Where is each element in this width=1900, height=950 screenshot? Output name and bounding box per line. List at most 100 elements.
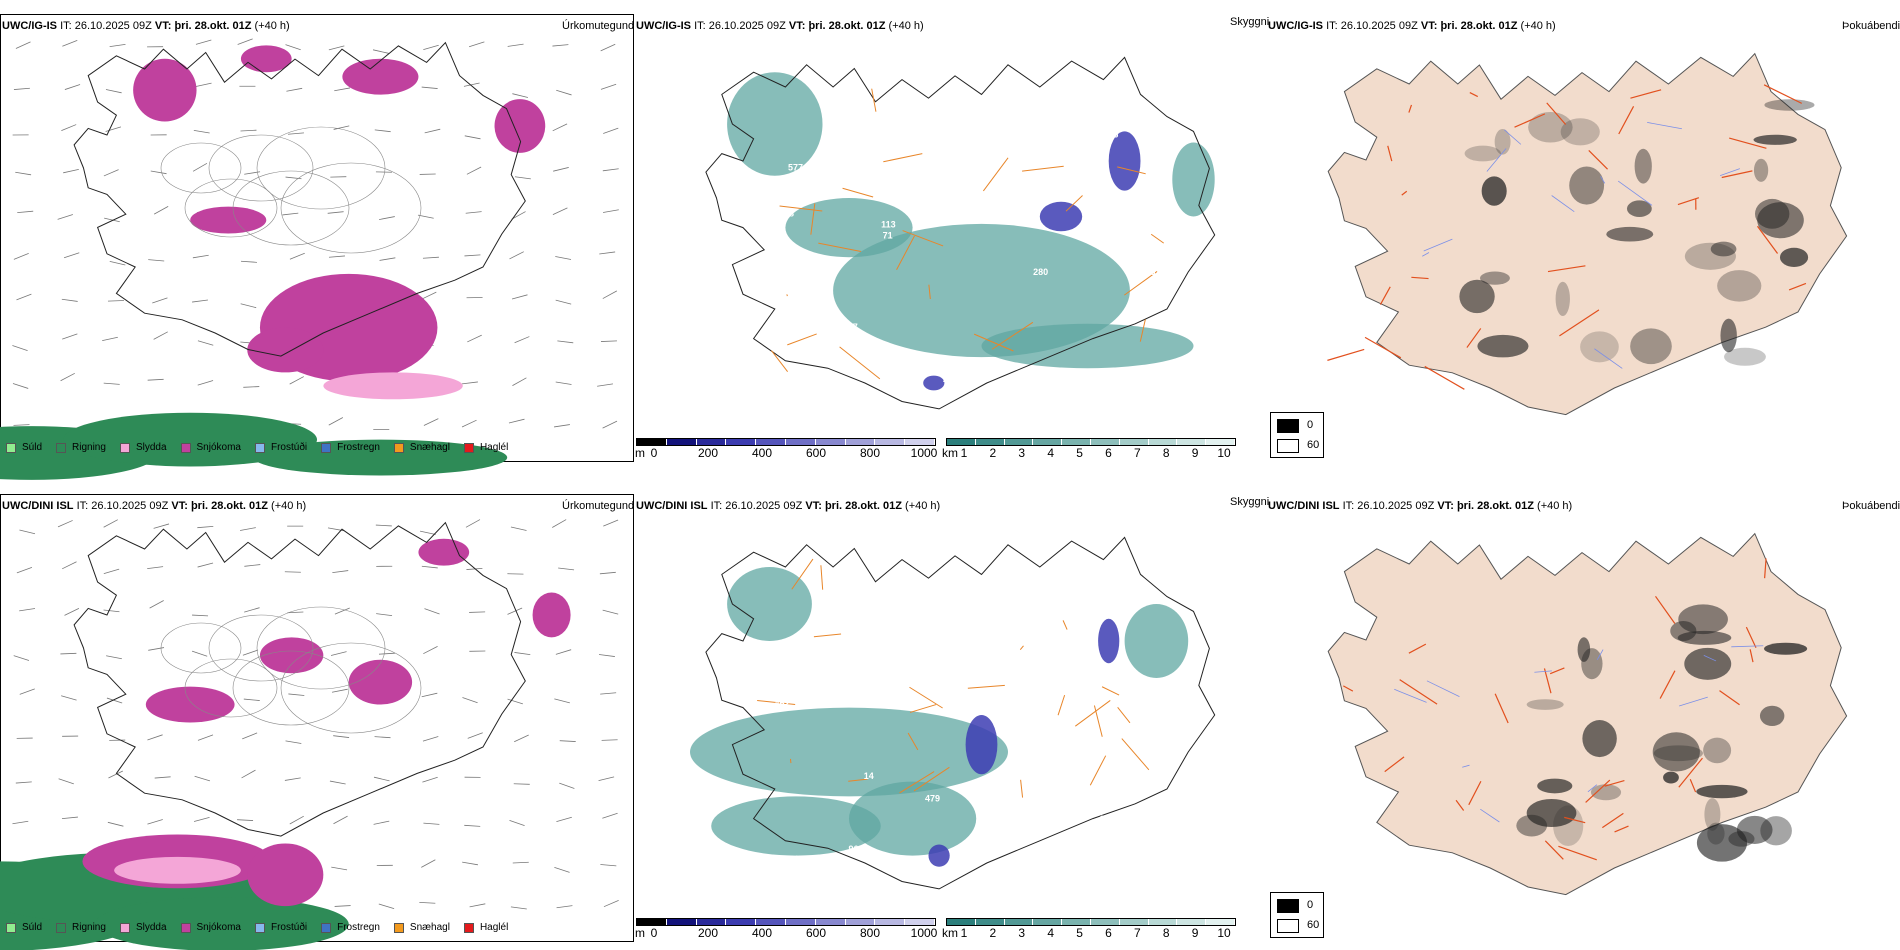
road-line: [1514, 113, 1546, 128]
road-line: [1763, 84, 1803, 104]
low-cloud-base-area: [1108, 131, 1141, 191]
colorbar-tick: 800: [859, 926, 881, 940]
colorbar-tick: 1: [960, 446, 968, 460]
wind-barb: [241, 769, 256, 779]
fog-index-area: [1553, 805, 1584, 847]
wind-barb: [507, 607, 523, 615]
wind-barb: [192, 254, 209, 259]
wind-barb: [555, 649, 572, 655]
legend-item: Slydda: [119, 922, 167, 933]
wind-barb: [331, 688, 348, 693]
wind-barb: [422, 776, 438, 783]
legend-item: Rigning: [56, 442, 106, 453]
cloud-base-value: 56: [1033, 200, 1043, 210]
fog-index-area: [1580, 331, 1619, 363]
wind-barb: [598, 776, 615, 782]
legend-label: Snjókoma: [196, 442, 241, 453]
legend-swatch: [119, 442, 130, 453]
wind-barb: [328, 45, 345, 51]
colorbar-tick: 200: [697, 446, 719, 460]
road-line: [1494, 693, 1509, 724]
river-line: [1617, 180, 1653, 206]
road-line: [1749, 649, 1754, 663]
wind-barb: [421, 291, 437, 300]
river-line: [1394, 688, 1427, 703]
wind-barb: [17, 210, 34, 214]
wind-barb: [106, 697, 123, 704]
wind-barb: [16, 566, 33, 574]
wind-barb: [378, 652, 395, 655]
road-line: [1564, 816, 1586, 824]
road-line: [848, 778, 868, 782]
colorbar-cell: [1090, 439, 1120, 445]
road-line: [1062, 620, 1068, 630]
road-line: [1364, 336, 1402, 359]
wind-barb: [287, 611, 304, 614]
wind-barb: [512, 377, 527, 387]
road-line: [1408, 104, 1413, 113]
wind-barb: [191, 650, 208, 657]
snow-area: [418, 538, 470, 566]
road-line: [1022, 165, 1064, 172]
river-line: [1596, 649, 1604, 661]
wind-barb: [423, 418, 439, 426]
road-line: [967, 684, 1005, 689]
wind-barb: [152, 297, 168, 304]
fog-index-area: [1526, 699, 1564, 710]
wind-barb: [509, 251, 524, 260]
wind-barb: [242, 732, 258, 740]
wind-barb: [60, 372, 75, 382]
legend-label: Frostúði: [270, 922, 308, 933]
road-line: [1117, 166, 1146, 175]
snow-area: [247, 327, 324, 373]
colorbar-cell: [1177, 919, 1207, 925]
fog-index-area: [1606, 226, 1654, 242]
terrain-contour: [232, 170, 350, 246]
wind-barb: [242, 649, 259, 656]
wind-barb: [556, 89, 572, 96]
precip-title-bottom: Úrkomutegund: [562, 500, 635, 512]
iceland-outline: [705, 536, 1216, 890]
wind-barb: [602, 209, 619, 213]
low-cloud-base-area: [1039, 201, 1083, 232]
legend-label: Slydda: [135, 922, 167, 933]
snow-area: [190, 206, 267, 234]
wind-barb: [423, 44, 439, 51]
wind-barb: [147, 566, 164, 570]
wind-barb: [153, 331, 168, 340]
colorbar-tick: 400: [751, 446, 773, 460]
snow-area: [240, 45, 292, 73]
wind-barb: [197, 734, 214, 741]
colorbar-tick: 600: [805, 446, 827, 460]
wind-barb: [464, 254, 481, 257]
road-line: [1399, 679, 1438, 705]
road-line: [1614, 825, 1629, 833]
wind-barb: [285, 740, 302, 744]
cloud-base-value: 11: [794, 854, 804, 864]
wind-barb: [601, 739, 618, 741]
fog-index-area: [1717, 270, 1762, 302]
panel-title-top-left: UWC/IG-IS IT: 26.10.2025 09Z VT: þri. 28…: [2, 20, 290, 32]
wind-barb: [424, 608, 440, 615]
wind-barb: [552, 519, 567, 528]
colorbar-cell: [1177, 439, 1207, 445]
legend-label: Rigning: [72, 922, 106, 933]
colorbar-cell: [815, 919, 846, 925]
wind-barb: [373, 820, 390, 825]
terrain-contour: [160, 622, 242, 674]
road-line: [1150, 233, 1165, 244]
precip-map-top: [0, 38, 619, 480]
fog-index-area: [1577, 637, 1591, 662]
fog-map-top: [1327, 52, 1848, 416]
road-line: [1559, 309, 1600, 337]
colorbar-tick: 600: [805, 926, 827, 940]
wind-barb: [509, 820, 525, 827]
road-line: [1327, 348, 1365, 361]
river-line: [1504, 129, 1522, 145]
colorbar-cell: [875, 439, 906, 445]
colorbar-tick: 5: [1076, 446, 1083, 460]
wind-barb: [462, 861, 479, 866]
fog-index-area: [1760, 816, 1792, 846]
river-line: [1679, 696, 1708, 707]
road-line: [818, 242, 862, 253]
